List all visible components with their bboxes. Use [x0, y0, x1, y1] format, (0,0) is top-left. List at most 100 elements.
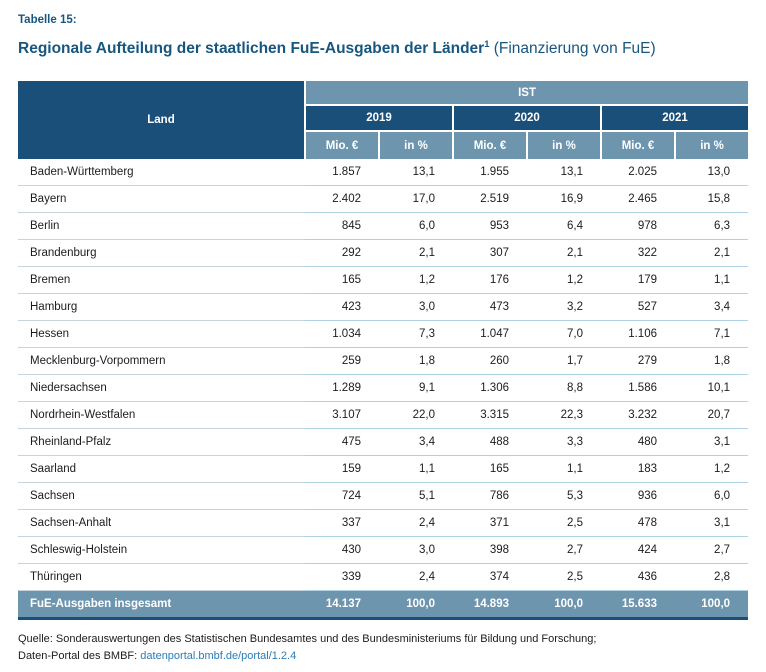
table-row: Baden-Württemberg 1.857 13,1 1.955 13,1 2.025…	[18, 159, 749, 187]
value-cell: 1,8	[675, 347, 749, 376]
value-cell: 1,2	[527, 266, 601, 295]
table-row: Mecklenburg-Vorpommern 259 1,8 260 1,7 279 1,8	[18, 347, 749, 376]
table-row: Berlin 845 6,0 953 6,4 978 6,3	[18, 212, 749, 241]
value-cell: 279	[601, 347, 675, 376]
value-cell: 16,9	[527, 185, 601, 214]
year-header-2021: 2021	[601, 105, 749, 133]
value-cell: 1.857	[305, 159, 379, 187]
value-cell: 3.315	[453, 401, 527, 430]
value-cell: 2,4	[379, 563, 453, 592]
value-cell: 3,4	[675, 293, 749, 322]
value-cell: 5,3	[527, 482, 601, 511]
value-cell: 259	[305, 347, 379, 376]
value-cell: 936	[601, 482, 675, 511]
value-cell: 1,1	[379, 455, 453, 484]
table-row: Sachsen-Anhalt 337 2,4 371 2,5 478 3,1	[18, 509, 749, 538]
table-row: Hamburg 423 3,0 473 3,2 527 3,4	[18, 293, 749, 322]
value-cell: 953	[453, 212, 527, 241]
value-cell: 1.106	[601, 320, 675, 349]
value-cell: 292	[305, 239, 379, 268]
land-cell: Hessen	[18, 320, 305, 349]
value-cell: 22,0	[379, 401, 453, 430]
value-cell: 3,0	[379, 293, 453, 322]
value-cell: 10,1	[675, 374, 749, 403]
table-row: Thüringen 339 2,4 374 2,5 436 2,8	[18, 563, 749, 592]
value-cell: 3.232	[601, 401, 675, 430]
value-cell: 5,1	[379, 482, 453, 511]
value-cell: 3,2	[527, 293, 601, 322]
value-cell: 2,1	[527, 239, 601, 268]
value-cell: 6,0	[379, 212, 453, 241]
value-cell: 179	[601, 266, 675, 295]
table-row: Bayern 2.402 17,0 2.519 16,9 2.465 15,8	[18, 185, 749, 214]
table-row: Brandenburg 292 2,1 307 2,1 322 2,1	[18, 239, 749, 268]
page-title: Regionale Aufteilung der staatlichen FuE…	[18, 34, 748, 59]
unit-header-pct: in %	[379, 131, 454, 160]
value-cell: 159	[305, 455, 379, 484]
table-row: Niedersachsen 1.289 9,1 1.306 8,8 1.586 10,1	[18, 374, 749, 403]
value-cell: 978	[601, 212, 675, 241]
total-row-label: FuE-Ausgaben insgesamt	[18, 590, 305, 621]
value-cell: 1.047	[453, 320, 527, 349]
value-cell: 475	[305, 428, 379, 457]
value-cell: 1,2	[379, 266, 453, 295]
value-cell: 7,1	[675, 320, 749, 349]
value-cell: 2.402	[305, 185, 379, 214]
portal-link[interactable]: datenportal.bmbf.de/portal/1.2.4	[140, 650, 297, 663]
value-cell: 473	[453, 293, 527, 322]
group-header-ist: IST	[305, 81, 749, 107]
value-cell: 1.586	[601, 374, 675, 403]
land-cell: Bremen	[18, 266, 305, 295]
value-cell: 1,2	[675, 455, 749, 484]
fue-expenditure-table: Land IST 2019 2020 2021 Mio. € in % Mio.…	[18, 81, 749, 621]
unit-header-mio: Mio. €	[305, 131, 380, 160]
value-cell: 6,3	[675, 212, 749, 241]
value-cell: 2,7	[675, 536, 749, 565]
total-row: FuE-Ausgaben insgesamt 14.137 100,0 14.8…	[18, 590, 749, 621]
land-cell: Hamburg	[18, 293, 305, 322]
value-cell: 2,1	[379, 239, 453, 268]
total-value-cell: 100,0	[675, 590, 749, 621]
value-cell: 2,7	[527, 536, 601, 565]
value-cell: 478	[601, 509, 675, 538]
portal-line: Daten-Portal des BMBF: datenportal.bmbf.…	[18, 648, 748, 665]
land-cell: Berlin	[18, 212, 305, 241]
value-cell: 2,5	[527, 509, 601, 538]
value-cell: 2,8	[675, 563, 749, 592]
value-cell: 1.289	[305, 374, 379, 403]
value-cell: 3,1	[675, 509, 749, 538]
value-cell: 183	[601, 455, 675, 484]
value-cell: 3.107	[305, 401, 379, 430]
land-cell: Sachsen-Anhalt	[18, 509, 305, 538]
total-value-cell: 14.893	[453, 590, 527, 621]
value-cell: 260	[453, 347, 527, 376]
unit-header-mio: Mio. €	[453, 131, 528, 160]
value-cell: 307	[453, 239, 527, 268]
source-line: Quelle: Sonderauswertungen des Statistis…	[18, 633, 597, 646]
value-cell: 1.306	[453, 374, 527, 403]
value-cell: 9,1	[379, 374, 453, 403]
value-cell: 786	[453, 482, 527, 511]
column-header-land: Land	[18, 81, 306, 160]
land-cell: Saarland	[18, 455, 305, 484]
value-cell: 436	[601, 563, 675, 592]
land-cell: Bayern	[18, 185, 305, 214]
value-cell: 1.034	[305, 320, 379, 349]
value-cell: 430	[305, 536, 379, 565]
value-cell: 527	[601, 293, 675, 322]
table-row: Hessen 1.034 7,3 1.047 7,0 1.106 7,1	[18, 320, 749, 349]
value-cell: 2,4	[379, 509, 453, 538]
value-cell: 398	[453, 536, 527, 565]
value-cell: 488	[453, 428, 527, 457]
table-row: Sachsen 724 5,1 786 5,3 936 6,0	[18, 482, 749, 511]
value-cell: 339	[305, 563, 379, 592]
value-cell: 13,1	[379, 159, 453, 187]
year-header-2020: 2020	[453, 105, 602, 133]
total-value-cell: 14.137	[305, 590, 379, 621]
land-cell: Mecklenburg-Vorpommern	[18, 347, 305, 376]
value-cell: 337	[305, 509, 379, 538]
table-row: Rheinland-Pfalz 475 3,4 488 3,3 480 3,1	[18, 428, 749, 457]
unit-header-pct: in %	[527, 131, 602, 160]
source-block: Quelle: Sonderauswertungen des Statistis…	[18, 631, 748, 665]
